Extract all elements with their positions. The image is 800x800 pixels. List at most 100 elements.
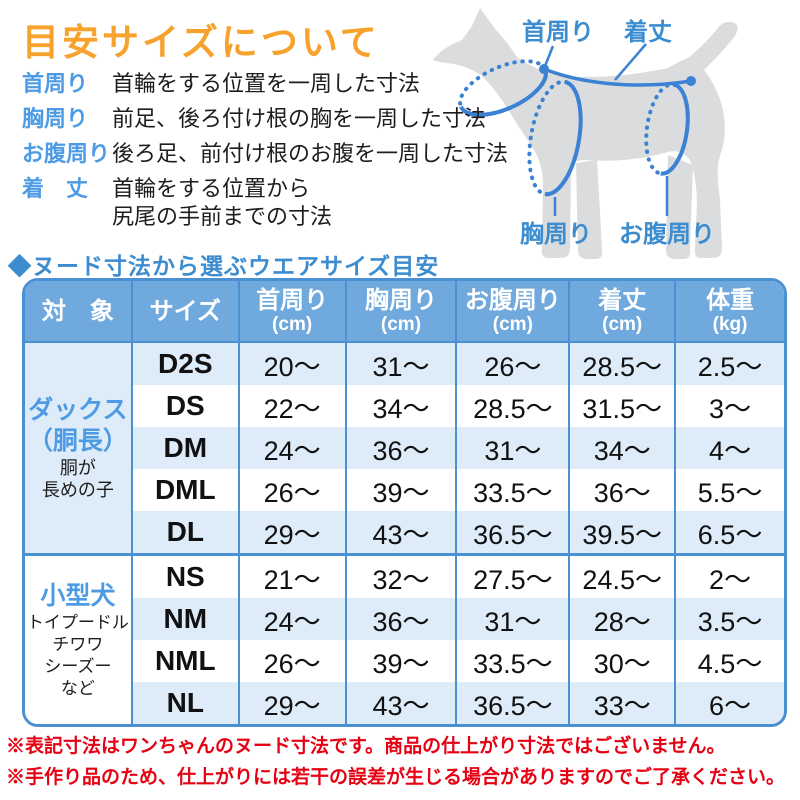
- value-cell-chest: 43〜: [345, 682, 458, 724]
- size-cell: DS: [131, 385, 240, 427]
- group-cell-small-dog: 小型犬 トイプードル チワワ シーズー など: [25, 553, 133, 724]
- col-header-size: サイズ: [131, 281, 240, 343]
- size-cell: NM: [131, 598, 240, 640]
- group-sub-line: 胴が: [59, 458, 96, 478]
- header-row: 対 象 サイズ 首周り (cm) 胸周り (cm) お腹周り (cm) 着丈 (cm) …: [25, 281, 784, 343]
- length-end-dot: [686, 76, 696, 86]
- page-title: 目安サイズについて: [22, 22, 380, 63]
- definition-term: 着 丈: [22, 176, 89, 201]
- value-cell-belly: 27.5〜: [456, 553, 571, 598]
- value-cell-belly: 31〜: [456, 427, 571, 469]
- definition-row: 胸周り 前足、後ろ付け根の胸を一周した寸法: [22, 105, 508, 133]
- diagram-length-label: 着丈: [624, 18, 672, 46]
- value-cell-weight: 5.5〜: [697, 477, 763, 508]
- value-cell-neck: 24〜: [238, 598, 347, 640]
- diagram-chest-label: 胸周り: [520, 221, 592, 248]
- value-cell-length: 33〜: [569, 682, 677, 724]
- group-name-line: （胴長）: [27, 427, 128, 455]
- dog-front-far-leg: [576, 160, 603, 259]
- value-cell-weight: 4〜: [675, 427, 784, 469]
- value-cell-chest: 36〜: [345, 598, 458, 640]
- table-row: NM 24〜 36〜 31〜 28〜 3.5〜: [25, 598, 784, 640]
- value-cell-chest: 34〜: [345, 385, 458, 427]
- value-cell-neck: 21〜: [238, 553, 347, 598]
- value-cell-belly: 36.5〜: [456, 682, 571, 724]
- group-sub-line: チワワ: [52, 634, 104, 654]
- value-cell-length: 28〜: [569, 598, 677, 640]
- definition-desc-line: 尻尾の手前までの寸法: [112, 204, 333, 229]
- group-cell-dachshund: ダックス （胴長） 胴が 長めの子: [25, 342, 133, 555]
- size-cell: NS: [131, 553, 240, 598]
- definition-desc-line: 首輪をする位置から: [112, 176, 311, 201]
- neck-leader-line: [543, 45, 555, 67]
- table-row: 小型犬 トイプードル チワワ シーズー など NS 21〜 32〜 27.5〜 …: [25, 553, 784, 724]
- value-cell-neck: 24〜: [238, 427, 347, 469]
- dog-size-diagram: 首周り 着丈 胸周り お腹周り: [433, 8, 738, 259]
- dog-silhouette: [433, 8, 738, 258]
- size-cell: NML: [131, 640, 240, 682]
- col-header-label: 着丈: [598, 287, 647, 314]
- definition-desc: 首輪をする位置から 尻尾の手前までの寸法: [112, 175, 332, 231]
- value-cell-weight: 6.5〜: [675, 511, 784, 555]
- col-header-label: 首周り: [256, 287, 329, 314]
- col-header-length: 着丈 (cm): [569, 281, 677, 343]
- length-start-dot: [539, 64, 549, 74]
- definition-desc: 前足、後ろ付け根の胸を一周した寸法: [112, 106, 487, 131]
- measurement-definitions: 首周り 首輪をする位置を一周した寸法 胸周り 前足、後ろ付け根の胸を一周した寸法 お…: [22, 70, 508, 238]
- col-header-unit: (cm): [380, 314, 422, 335]
- size-table-wrap: 対 象 サイズ 首周り (cm) 胸周り (cm) お腹周り (cm) 着丈 (cm) …: [22, 278, 787, 727]
- value-cell-weight: 4.5〜: [697, 648, 763, 679]
- group-sub-line: トイプードル: [26, 612, 129, 632]
- size-cell: D2S: [131, 342, 240, 385]
- col-header-chest: 胸周り (cm): [345, 281, 458, 343]
- definition-term: 首周り: [22, 71, 89, 96]
- table-row: NML 26〜 39〜 33.5〜 30〜 4.5〜: [25, 640, 784, 682]
- col-header-weight: 体重 (kg): [675, 281, 784, 343]
- table-row: DS 22〜 34〜 28.5〜 31.5〜 3〜: [25, 385, 784, 427]
- table-row: DML 26〜 39〜 33.5〜 36〜 5.5〜: [25, 469, 784, 511]
- group-sub-line: など: [60, 678, 95, 698]
- value-cell-belly: 33.5〜: [456, 469, 571, 511]
- col-header-label: 胸周り: [364, 287, 437, 314]
- value-cell-neck: 29〜: [238, 511, 347, 555]
- value-cell-weight: 2.5〜: [675, 342, 784, 385]
- value-cell-length: 36〜: [569, 469, 677, 511]
- col-header-belly: お腹周り (cm): [456, 281, 571, 343]
- value-cell-neck: 26〜: [238, 469, 347, 511]
- length-leader-line: [614, 43, 647, 81]
- value-cell-neck: 20〜: [238, 342, 347, 385]
- value-cell-length: 34〜: [569, 427, 677, 469]
- footnote: ※表記寸法はワンちゃんのヌード寸法です。商品の仕上がり寸法ではございません。: [6, 736, 726, 757]
- definition-term: お腹周り: [22, 141, 111, 166]
- value-cell-weight: 3.5〜: [675, 598, 784, 640]
- diagram-neck-label: 首周り: [522, 18, 594, 46]
- value-cell-neck: 26〜: [238, 640, 347, 682]
- value-cell-chest: 31〜: [345, 342, 458, 385]
- col-header-target: 対 象: [25, 281, 133, 343]
- value-cell-chest: 43〜: [345, 511, 458, 555]
- value-cell-weight: 2〜: [675, 553, 784, 598]
- value-cell-length: 30〜: [569, 640, 677, 682]
- value-cell-weight: 3〜: [709, 393, 752, 424]
- value-cell-weight: 6〜: [675, 682, 784, 724]
- definition-row: 着 丈首輪をする位置から 尻尾の手前までの寸法: [22, 175, 508, 231]
- value-cell-chest: 39〜: [345, 469, 458, 511]
- col-header-unit: (cm): [492, 314, 533, 335]
- footnote: ※手作り品のため、仕上がりには若干の誤差が生じる場合がありますのでご了承ください…: [6, 767, 786, 788]
- col-header-unit: (cm): [272, 314, 313, 335]
- chest-ellipse: [527, 79, 583, 197]
- value-cell-neck: 29〜: [238, 682, 347, 724]
- col-header-unit: (kg): [712, 314, 748, 335]
- group-sub-line: 長めの子: [41, 480, 114, 500]
- value-cell-length: 28.5〜: [569, 342, 677, 385]
- value-cell-belly: 28.5〜: [456, 385, 571, 427]
- value-cell-belly: 33.5〜: [456, 640, 571, 682]
- group-name-line: 小型犬: [40, 581, 116, 610]
- table-row: DL 29〜 43〜 36.5〜 39.5〜 6.5〜: [25, 511, 784, 555]
- section-title: ◆ヌード寸法から選ぶウエアサイズ目安: [8, 253, 440, 279]
- group-sub-line: シーズー: [44, 656, 112, 676]
- definition-row: お腹周り後ろ足、前付け根のお腹を一周した寸法: [22, 140, 508, 168]
- group-name-line: ダックス: [28, 396, 128, 424]
- definition-desc: 首輪をする位置を一周した寸法: [112, 71, 421, 96]
- definition-row: 首周り 首輪をする位置を一周した寸法: [22, 70, 508, 98]
